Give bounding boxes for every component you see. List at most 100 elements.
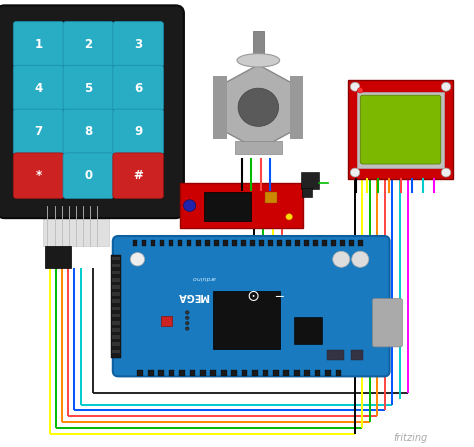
Bar [286,240,291,246]
Bar [161,316,172,326]
Text: 0: 0 [84,169,92,182]
Bar [112,257,120,260]
Bar [304,240,309,246]
Circle shape [185,316,189,320]
FancyBboxPatch shape [63,109,114,155]
Circle shape [441,82,451,91]
Bar [295,240,300,246]
FancyBboxPatch shape [63,21,114,67]
Bar [313,240,318,246]
Circle shape [185,327,189,330]
Bar [253,31,264,58]
Bar [111,255,121,358]
Bar [204,192,251,221]
Text: fritzing: fritzing [393,433,428,443]
Bar [213,76,227,139]
Bar [112,285,120,289]
FancyBboxPatch shape [13,65,64,111]
Bar [112,264,120,267]
FancyBboxPatch shape [113,109,164,155]
Bar [137,370,143,376]
FancyBboxPatch shape [113,21,164,67]
Text: 7: 7 [35,125,43,139]
Bar [265,192,277,203]
Bar [142,240,146,246]
Bar [178,240,182,246]
Text: 1: 1 [35,38,43,51]
Bar [259,240,264,246]
Bar [179,370,185,376]
Bar [358,240,363,246]
FancyBboxPatch shape [0,5,184,218]
Bar [348,80,453,179]
Circle shape [350,168,360,177]
FancyBboxPatch shape [113,236,390,376]
Bar [210,370,216,376]
Bar [322,240,327,246]
Circle shape [130,253,145,266]
Text: 6: 6 [134,81,142,95]
Bar [325,370,331,376]
FancyBboxPatch shape [63,65,114,111]
Bar [160,240,164,246]
Bar [315,370,320,376]
Bar [205,240,210,246]
Bar [112,271,120,274]
Circle shape [183,200,196,211]
Bar [190,370,195,376]
Text: 5: 5 [84,81,92,95]
Circle shape [352,251,369,267]
Bar [294,317,322,344]
Bar [169,370,174,376]
Text: MEGA: MEGA [177,291,209,301]
Bar [213,291,280,349]
Bar [336,370,341,376]
Bar [263,370,268,376]
Bar [200,370,206,376]
Bar [112,299,120,303]
Text: 9: 9 [134,125,142,139]
Bar [283,370,289,376]
Bar [221,370,227,376]
Bar [351,350,363,360]
FancyBboxPatch shape [360,95,441,164]
Circle shape [185,311,189,314]
Bar [304,370,310,376]
Bar [112,321,120,325]
Bar [273,370,279,376]
Text: *: * [36,169,42,182]
Bar [112,278,120,282]
Bar [232,240,237,246]
Text: 8: 8 [84,125,92,139]
Bar [112,292,120,296]
Bar [112,314,120,317]
Bar [112,342,120,346]
Bar [223,240,228,246]
Ellipse shape [237,54,280,67]
Bar [43,206,109,246]
Bar [290,76,303,139]
Circle shape [333,251,350,267]
Bar [349,240,354,246]
Bar [180,183,303,228]
FancyBboxPatch shape [13,153,64,198]
Bar [187,240,191,246]
Bar [241,240,246,246]
Bar [196,240,201,246]
FancyBboxPatch shape [113,65,164,111]
Bar [252,370,258,376]
Bar [340,240,345,246]
Text: 2: 2 [84,38,92,51]
FancyBboxPatch shape [63,153,114,198]
Bar [112,328,120,332]
Circle shape [350,82,360,91]
Bar [169,240,173,246]
Bar [235,141,282,154]
Bar [133,240,137,246]
Bar [357,92,444,168]
Text: #: # [133,169,143,182]
Bar [294,370,300,376]
Bar [277,240,282,246]
Bar [301,172,319,190]
Bar [302,188,311,197]
